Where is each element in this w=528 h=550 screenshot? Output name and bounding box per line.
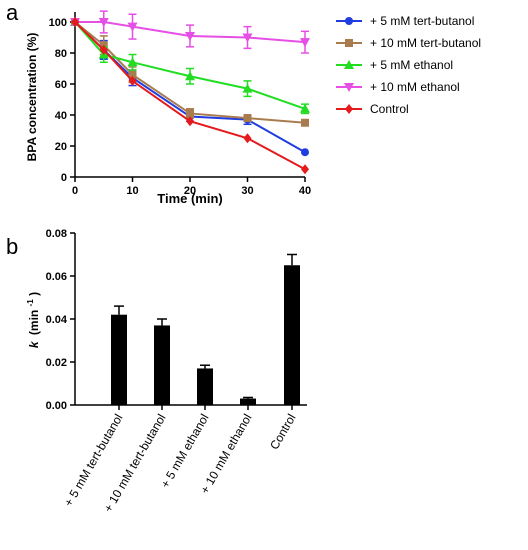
data-point	[71, 17, 79, 27]
series-3	[70, 10, 310, 54]
a-x-axis-label: Time (min)	[157, 191, 223, 206]
data-point	[98, 18, 109, 27]
data-point	[99, 44, 108, 55]
data-point	[243, 114, 252, 123]
data-point	[300, 103, 310, 113]
legend-item: + 10 mM ethanol	[336, 80, 460, 94]
a-y-tick-label: 100	[49, 17, 67, 29]
data-point	[301, 164, 309, 175]
bar-chart-b: 0.000.020.040.060.08 + 5 mM tert-butanol…	[22, 228, 307, 515]
data-point	[185, 31, 195, 41]
legend-marker	[345, 17, 353, 25]
bar	[240, 398, 256, 405]
data-point	[127, 22, 138, 32]
b-y-axis-label-unit: (min	[27, 310, 41, 335]
data-point	[300, 38, 310, 48]
legend-marker	[344, 60, 354, 69]
panel-a-label: a	[6, 0, 19, 25]
legend-marker	[345, 104, 353, 114]
b-y-axis-label-sup: -1	[26, 299, 35, 307]
data-point	[185, 71, 195, 81]
b-x-tick-label: Control	[267, 412, 298, 453]
bar	[284, 265, 300, 405]
series-line	[74, 21, 306, 124]
data-point	[242, 83, 253, 93]
a-x-tick-label: 30	[241, 185, 253, 197]
data-point	[243, 133, 252, 144]
data-point	[128, 70, 137, 79]
legend: + 5 mM tert-butanol + 10 mM tert-butanol +…	[336, 14, 481, 116]
data-point	[301, 148, 309, 157]
legend-label: + 10 mM tert-butanol	[370, 36, 481, 50]
bar	[111, 314, 127, 405]
series-line	[75, 21, 306, 44]
legend-marker	[344, 83, 354, 92]
line-chart-a: 0 10 20 30 40 0 20 40 60 80 100 Time (min) BPA co…	[25, 10, 311, 206]
a-y-tick-label: 40	[55, 110, 67, 122]
a-x-tick-label: 20	[184, 185, 196, 197]
series-4	[71, 17, 309, 175]
data-point	[186, 109, 194, 118]
legend-item: Control	[336, 102, 409, 116]
legend-item: + 10 mM tert-butanol	[336, 36, 481, 50]
a-y-tick-label: 80	[55, 48, 67, 60]
bar	[197, 368, 213, 405]
legend-label: + 5 mM ethanol	[370, 58, 453, 72]
data-point	[242, 33, 253, 43]
a-x-tick-label: 10	[126, 185, 138, 197]
b-y-tick-label: 0.08	[46, 228, 67, 240]
legend-label: + 10 mM ethanol	[370, 80, 460, 94]
b-y-tick-label: 0.00	[46, 400, 67, 412]
a-y-tick-label: 60	[55, 79, 67, 91]
b-y-tick-label: 0.04	[46, 314, 68, 326]
a-y-tick-label: 20	[55, 141, 67, 153]
data-point	[186, 116, 194, 127]
legend-marker	[345, 39, 353, 47]
b-y-axis-label: k (min -1 )	[22, 292, 41, 348]
legend-label: Control	[370, 102, 409, 116]
legend-label: + 5 mM tert-butanol	[370, 14, 474, 28]
panel-b-label: b	[6, 234, 18, 259]
series-line	[74, 21, 306, 110]
series-line	[74, 21, 306, 171]
b-y-tick-label: 0.02	[46, 357, 67, 369]
bar	[154, 325, 170, 405]
data-point	[128, 75, 137, 86]
a-y-tick-label: 0	[61, 172, 67, 184]
b-y-axis-label-k: k	[27, 340, 41, 348]
b-y-tick-label: 0.06	[46, 271, 67, 283]
a-x-tick-label: 40	[299, 185, 311, 197]
data-point	[127, 57, 138, 67]
a-y-axis-label: BPA concentration (%)	[25, 33, 39, 162]
legend-item: + 5 mM tert-butanol	[336, 14, 474, 28]
data-point	[301, 118, 309, 127]
b-y-axis-label-close: )	[27, 292, 41, 296]
a-x-tick-label: 0	[72, 185, 78, 197]
legend-item: + 5 mM ethanol	[336, 58, 453, 72]
